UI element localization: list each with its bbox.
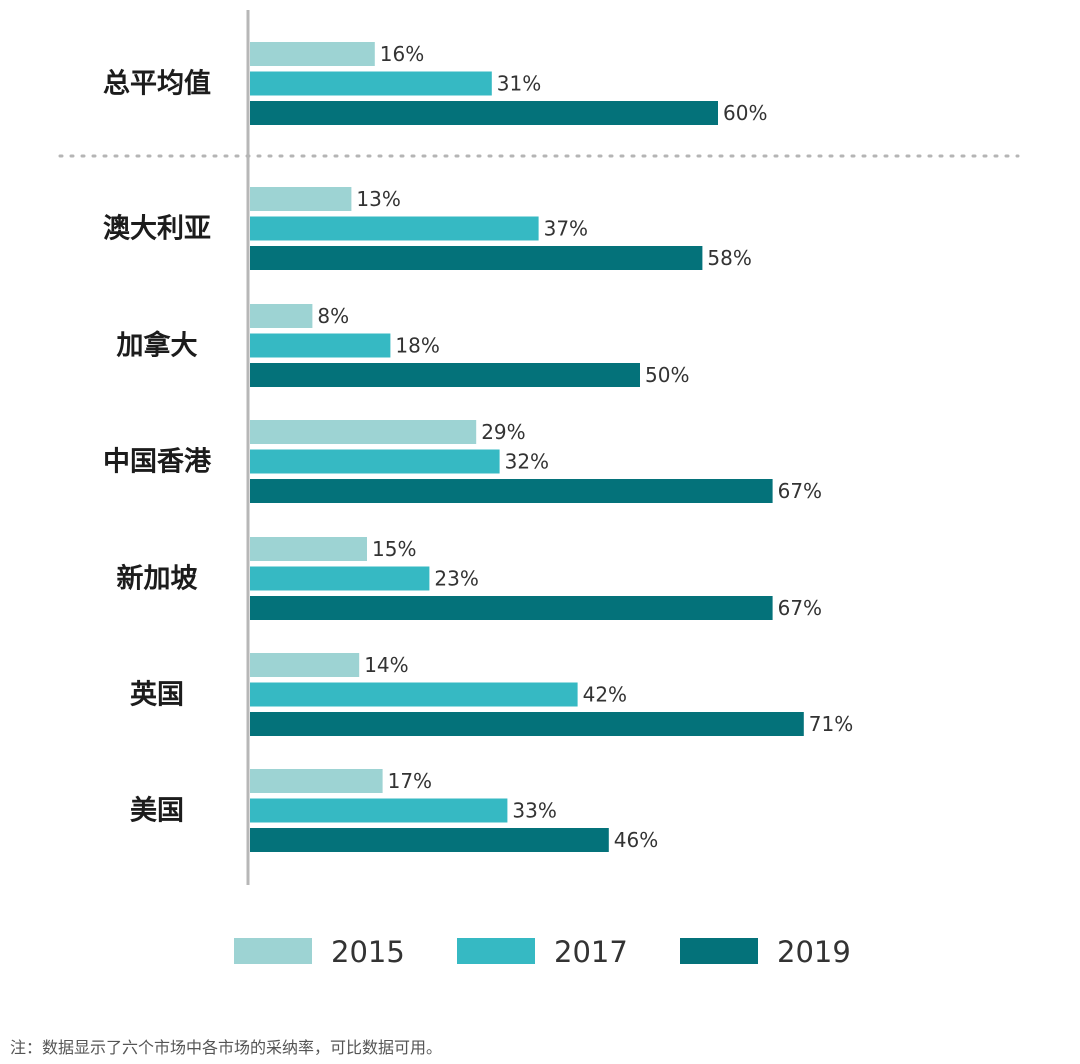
data-label: 15% (372, 537, 416, 561)
legend-swatch (457, 938, 535, 964)
bar-2015 (250, 537, 367, 561)
bar-2019 (250, 596, 773, 620)
bar-2017 (250, 682, 578, 707)
bar-2019 (250, 246, 703, 270)
category-label: 中国香港 (103, 447, 212, 478)
bar-2017 (250, 333, 391, 358)
legend-swatch (234, 938, 312, 964)
bar-2017 (250, 71, 492, 96)
bar-2015 (250, 42, 375, 66)
legend-label: 2015 (331, 935, 405, 969)
data-label: 18% (395, 334, 439, 358)
category-label: 英国 (130, 680, 184, 711)
legend-item: 2019 (680, 935, 851, 969)
bar-group: 英国 14% 42% 71% (130, 653, 853, 736)
data-label: 71% (809, 712, 853, 736)
bar-2019 (250, 712, 804, 736)
data-label: 60% (723, 101, 767, 125)
data-label: 8% (317, 304, 349, 328)
bar-2019 (250, 479, 773, 503)
legend-label: 2019 (777, 935, 851, 969)
data-label: 32% (505, 450, 549, 474)
bar-2015 (250, 653, 360, 677)
legend: 2015 2017 2019 (234, 935, 851, 969)
bar-group: 美国 17% 33% 46% (130, 769, 658, 852)
bar-2017 (250, 566, 430, 591)
bar-2019 (250, 828, 609, 852)
legend-swatch (680, 938, 758, 964)
data-label: 33% (512, 799, 556, 823)
bar-2017 (250, 216, 539, 241)
category-label: 美国 (130, 795, 184, 827)
bar-group: 加拿大 8% 18% 50% (117, 304, 689, 387)
data-label: 14% (364, 653, 408, 677)
data-label: 29% (481, 420, 525, 444)
bar-group: 中国香港 29% 32% 67% (103, 420, 822, 503)
bar-2015 (250, 304, 313, 328)
data-label: 16% (380, 42, 424, 66)
bar-2015 (250, 420, 477, 444)
data-label: 42% (583, 683, 627, 707)
data-label: 17% (388, 769, 432, 793)
data-label: 50% (645, 363, 689, 387)
category-label: 新加坡 (117, 563, 198, 595)
legend-item: 2017 (457, 935, 628, 969)
category-label: 总平均值 (103, 69, 211, 100)
legend-label: 2017 (554, 935, 628, 969)
bar-2019 (250, 101, 718, 125)
data-label: 67% (778, 479, 822, 503)
data-label: 67% (778, 596, 822, 620)
data-label: 31% (497, 72, 541, 96)
data-label: 37% (544, 217, 588, 241)
bar-group: 澳大利亚 13% 37% 58% (103, 187, 752, 270)
bar-2017 (250, 449, 500, 474)
footnote: 注：数据显示了六个市场中各市场的采纳率，可比数据可用。 (10, 1038, 443, 1057)
bar-2015 (250, 187, 352, 211)
data-label: 13% (356, 187, 400, 211)
bar-2017 (250, 798, 508, 823)
bars-layer: 总平均值 16% 31% 60% 澳大利亚 13% 37% 58% 加拿大 8% 18% 50% 中国香… (103, 42, 853, 852)
bar-2019 (250, 363, 640, 387)
data-label: 23% (434, 567, 478, 591)
data-label: 58% (707, 246, 751, 270)
bar-chart: 总平均值 16% 31% 60% 澳大利亚 13% 37% 58% 加拿大 8% 18% 50% 中国香… (58, 10, 1020, 969)
bar-group: 总平均值 16% 31% 60% (103, 42, 767, 125)
bar-2015 (250, 769, 383, 793)
category-label: 澳大利亚 (103, 214, 211, 245)
legend-item: 2015 (234, 935, 405, 969)
bar-group: 新加坡 15% 23% 67% (117, 537, 822, 620)
category-label: 加拿大 (117, 330, 198, 362)
data-label: 46% (614, 828, 658, 852)
